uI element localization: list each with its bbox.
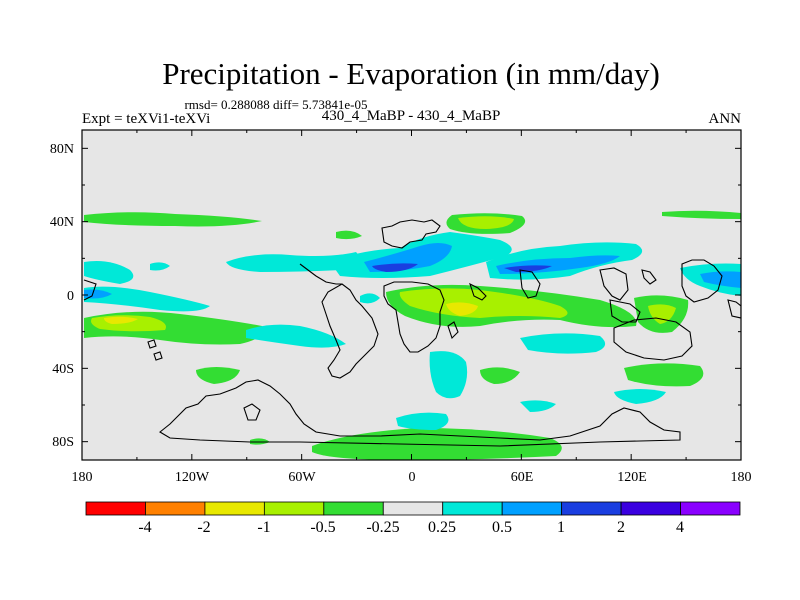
colorbar-swatch: [382, 501, 444, 516]
coast-island-b: [147, 339, 157, 349]
colorbar-label: -2: [197, 519, 210, 536]
coast-north-america-east: [681, 259, 723, 303]
coast-europe-asia: [381, 219, 441, 249]
coast-australia: [613, 317, 693, 361]
region-neg-n25-pacific-north: [226, 252, 359, 272]
colorbar-swatch: [501, 501, 563, 516]
colorbar-swatch: [85, 501, 146, 516]
coast-central-america: [299, 263, 342, 285]
region-pos-n05-atlantic-eq: [399, 288, 568, 318]
colorbar-swatch: [204, 501, 265, 516]
region-pos-n25-pacific-40n: [84, 212, 262, 227]
coast-india: [519, 269, 541, 299]
region-neg-n1-pacific-asia: [504, 265, 552, 272]
coast-indonesia: [609, 299, 641, 323]
x-tick-label: 120E: [617, 470, 647, 485]
region-neg-n25-west-eq-b: [84, 286, 210, 312]
colorbar-label: 2: [617, 519, 625, 536]
region-neg-n25-south-atl: [429, 351, 468, 399]
colorbar-label: 0.5: [492, 519, 512, 536]
y-axis-labels: 80N 40N 0 40S 80S: [50, 142, 74, 450]
colorbar-label: -0.25: [366, 519, 399, 536]
region-pos-n25-south-pac-40s: [196, 367, 240, 384]
region-pos-n05-pacific-east-eq: [648, 304, 676, 324]
center-label: 430_4_MaBP - 430_4_MaBP: [322, 108, 501, 124]
colorbar-label: -4: [138, 519, 151, 536]
chart-title: Precipitation - Evaporation (in mm/day): [162, 56, 660, 91]
coast-nz: [727, 299, 741, 319]
coast-se-asia: [599, 267, 629, 301]
colorbar-swatch: [263, 501, 325, 516]
coastlines: [83, 219, 741, 447]
coast-antarctic-peninsula: [243, 403, 261, 421]
coast-arabia: [469, 282, 487, 301]
contour-fields: [84, 210, 741, 460]
region-pos-n25-south-atl-40s: [480, 367, 520, 384]
region-pos-n25-indian-40s: [624, 363, 704, 387]
y-tick-label: 0: [67, 289, 74, 304]
y-tick-label: 40N: [50, 215, 74, 230]
x-tick-label: 0: [409, 470, 416, 485]
coast-south-america: [321, 283, 379, 379]
colorbar-swatch: [145, 501, 206, 516]
coast-madagascar: [447, 321, 459, 340]
coast-island-a: [153, 351, 163, 361]
right-label: ANN: [709, 111, 742, 127]
region-pos-n25-east-40n: [662, 210, 741, 219]
colorbar-swatch: [442, 501, 503, 516]
x-tick-label: 60W: [288, 470, 316, 485]
axis-ticks: [81, 130, 742, 460]
region-neg-n25-south-pac-60s: [520, 400, 556, 412]
y-tick-label: 80S: [52, 435, 74, 450]
coast-west-edge: [83, 279, 97, 301]
colorbar-label: 4: [676, 519, 684, 536]
region-pos-n1-itcz-south-pac: [104, 316, 138, 324]
region-neg-n25-west-equator: [84, 261, 134, 284]
colorbar: [85, 501, 741, 516]
region-neg-n25-west-eq-c: [360, 293, 380, 304]
y-tick-label: 80N: [50, 142, 74, 157]
coast-antarctica: [159, 379, 681, 447]
colorbar-swatch: [561, 501, 622, 516]
colorbar-label: 0.25: [428, 519, 456, 536]
coast-africa: [383, 281, 445, 353]
left-label: Expt = teXVi1-teXVi: [82, 111, 210, 127]
region-neg-n25-south-pac-30s: [246, 324, 346, 348]
colorbar-labels: -4 -2 -1 -0.5 -0.25 0.25 0.5 1 2 4: [138, 519, 684, 536]
region-neg-n25-indian-south-b: [614, 389, 666, 404]
colorbar-label: -0.5: [310, 519, 335, 536]
x-tick-label: 180: [72, 470, 93, 485]
region-pos-n1-atlantic-40n: [458, 216, 514, 229]
x-tick-label: 60E: [511, 470, 534, 485]
region-neg-n25-antarctic-blue: [396, 412, 449, 430]
region-neg-n1-atlantic-north: [372, 263, 418, 272]
colorbar-swatch: [620, 501, 681, 516]
stats-line: rmsd= 0.288088 diff= 5.73841e-05: [184, 97, 367, 112]
colorbar-label: 1: [557, 519, 565, 536]
colorbar-swatch: [680, 501, 741, 516]
x-tick-label: 120W: [175, 470, 210, 485]
region-neg-n25-mid-pac-eq: [150, 262, 170, 271]
y-tick-label: 40S: [52, 362, 74, 377]
region-neg-n25-indian-south: [520, 333, 606, 354]
region-pos-n25-west-20n: [336, 230, 362, 240]
x-tick-label: 180: [731, 470, 752, 485]
colorbar-swatch: [323, 501, 384, 516]
region-pos-n1-atlantic-eq: [446, 302, 478, 316]
colorbar-label: -1: [257, 519, 270, 536]
coast-japan: [641, 269, 657, 285]
x-axis-labels: 180 120W 60W 0 60E 120E 180: [72, 470, 752, 485]
